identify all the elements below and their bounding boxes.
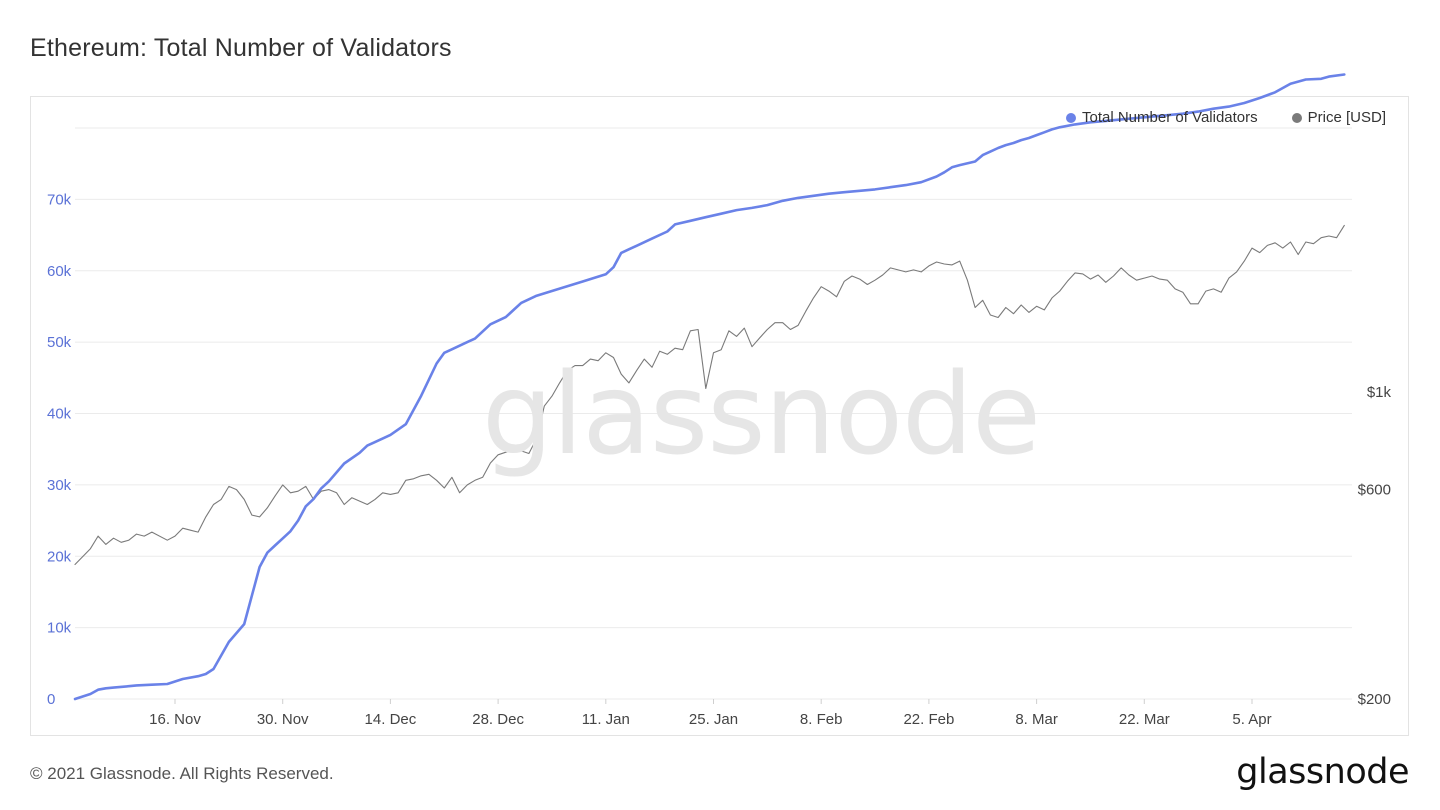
legend-item-validators[interactable]: Total Number of Validators [1066,109,1258,126]
chart-title: Ethereum: Total Number of Validators [30,34,452,62]
legend[interactable]: Total Number of Validators Price [USD] [1066,109,1386,126]
left-axis: 0 10k 20k 30k 40k 50k 60k 70k [47,191,72,708]
left-tick-label-5: 50k [47,334,72,351]
x-tick-label-5: 25. Jan [689,711,738,728]
x-tick-label-8: 8. Mar [1015,711,1058,728]
right-axis: $200 $600 $1k [1358,384,1392,708]
gridlines [75,127,1352,700]
left-tick-label-7: 70k [47,191,72,208]
x-tick-label-6: 8. Feb [800,711,843,728]
watermark: glassnode [482,350,1041,480]
series-line-validators [73,73,1346,701]
legend-label-validators: Total Number of Validators [1082,109,1258,126]
copyright-text: © 2021 Glassnode. All Rights Reserved. [30,764,334,783]
series-layer [73,73,1346,701]
left-tick-label-6: 60k [47,263,72,280]
left-tick-label-0: 0 [47,691,55,708]
legend-item-price[interactable]: Price [USD] [1291,109,1386,126]
x-tick-label-9: 22. Mar [1119,711,1170,728]
left-tick-label-3: 30k [47,477,72,494]
glassnode-logo[interactable]: glassnode [1236,752,1409,792]
x-tick-label-10: 5. Apr [1232,711,1271,728]
x-axis: 16. Nov 30. Nov 14. Dec 28. Dec 11. Jan 25. J… [149,699,1272,728]
x-tick-label-4: 11. Jan [582,711,630,728]
x-tick-label-7: 22. Feb [903,711,954,728]
legend-dot-validators [1066,112,1076,123]
right-tick-label-1: $600 [1358,482,1391,499]
left-tick-label-2: 20k [47,548,72,565]
series-line-price [74,224,1345,566]
x-tick-label-2: 14. Dec [365,711,417,728]
x-tick-label-1: 30. Nov [257,711,309,728]
x-tick-label-3: 28. Dec [472,711,524,728]
left-tick-label-1: 10k [47,620,72,637]
left-tick-label-4: 40k [47,406,72,423]
chart-frame [30,96,1409,736]
legend-label-price: Price [USD] [1307,109,1386,126]
x-tick-label-0: 16. Nov [149,711,201,728]
right-tick-label-2: $1k [1367,384,1392,401]
legend-dot-price [1291,112,1302,123]
right-tick-label-0: $200 [1358,691,1391,708]
